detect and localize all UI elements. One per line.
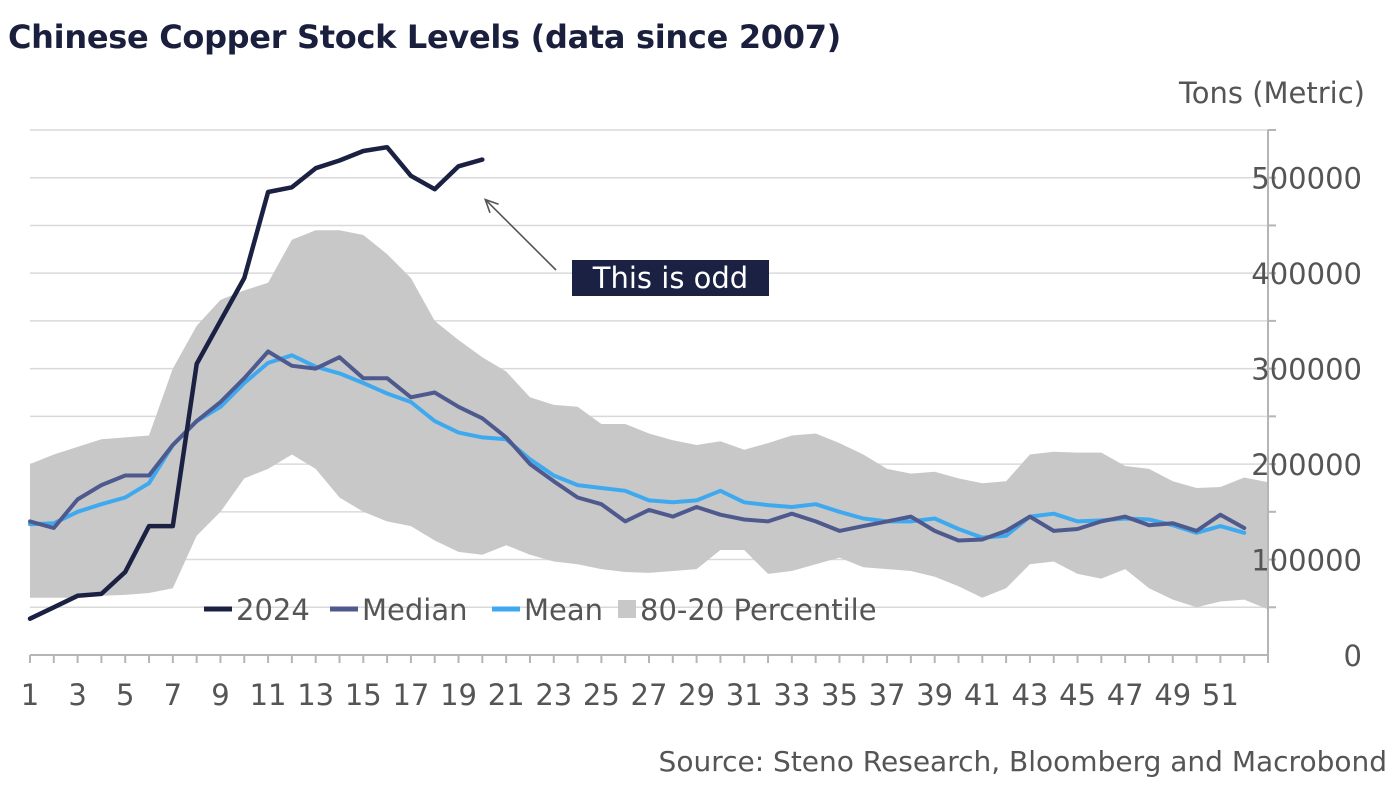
- y-axis-unit-label: Tons (Metric): [1178, 76, 1365, 110]
- x-tick-label: 37: [869, 678, 906, 712]
- annotation-arrow-head: [483, 198, 499, 214]
- series-line-median: [28, 349, 1247, 543]
- x-tick-label: 1: [21, 678, 39, 712]
- y-tick-label: 100000: [1251, 544, 1362, 578]
- x-tick-label: 9: [211, 678, 229, 712]
- legend-swatch-percentile: [618, 600, 636, 618]
- x-tick-label: 41: [964, 678, 1001, 712]
- x-tick-label: 31: [726, 678, 763, 712]
- x-tick-label: 33: [773, 678, 810, 712]
- x-tick-label: 29: [678, 678, 715, 712]
- x-tick-label: 15: [345, 678, 382, 712]
- x-tick-label: 11: [250, 678, 287, 712]
- x-tick-label: 5: [116, 678, 134, 712]
- x-tick-label: 49: [1154, 678, 1191, 712]
- chart-title: Chinese Copper Stock Levels (data since …: [8, 18, 842, 56]
- x-tick-label: 3: [68, 678, 86, 712]
- x-tick-label: 47: [1107, 678, 1144, 712]
- series-line-mean: [28, 353, 1247, 540]
- x-tick-label: 35: [821, 678, 858, 712]
- percentile-band-area: [30, 230, 1268, 610]
- x-tick-label: 39: [916, 678, 953, 712]
- x-tick-label: 17: [392, 678, 429, 712]
- series-line-2024: [27, 144, 485, 621]
- x-tick-label: 43: [1011, 678, 1048, 712]
- x-tick-label: 45: [1059, 678, 1096, 712]
- chart-source: Source: Steno Research, Bloomberg and Ma…: [658, 745, 1387, 778]
- x-tick-label: 51: [1202, 678, 1239, 712]
- legend-label: 2024: [236, 593, 310, 627]
- annotation-text: This is odd: [592, 261, 748, 295]
- y-tick-label: 200000: [1251, 448, 1362, 482]
- x-tick-label: 19: [440, 678, 477, 712]
- legend: 2024 Median Mean 80-20 Percentile: [204, 593, 877, 627]
- annotation-arrow-line: [484, 199, 557, 271]
- annotation-box: [572, 260, 769, 296]
- y-tick-label: 300000: [1251, 353, 1362, 387]
- legend-label: Median: [362, 593, 467, 627]
- x-tick-label: 25: [583, 678, 620, 712]
- x-tick-label: 13: [297, 678, 334, 712]
- x-tick-label: 23: [535, 678, 572, 712]
- legend-label: 80-20 Percentile: [640, 593, 877, 627]
- y-tick-label: 500000: [1251, 162, 1362, 196]
- y-tick-label: 0: [1344, 639, 1362, 673]
- x-tick-label: 7: [164, 678, 182, 712]
- x-tick-label: 21: [488, 678, 525, 712]
- legend-label: Mean: [524, 593, 603, 627]
- x-tick-label: 27: [631, 678, 668, 712]
- y-tick-label: 400000: [1251, 257, 1362, 291]
